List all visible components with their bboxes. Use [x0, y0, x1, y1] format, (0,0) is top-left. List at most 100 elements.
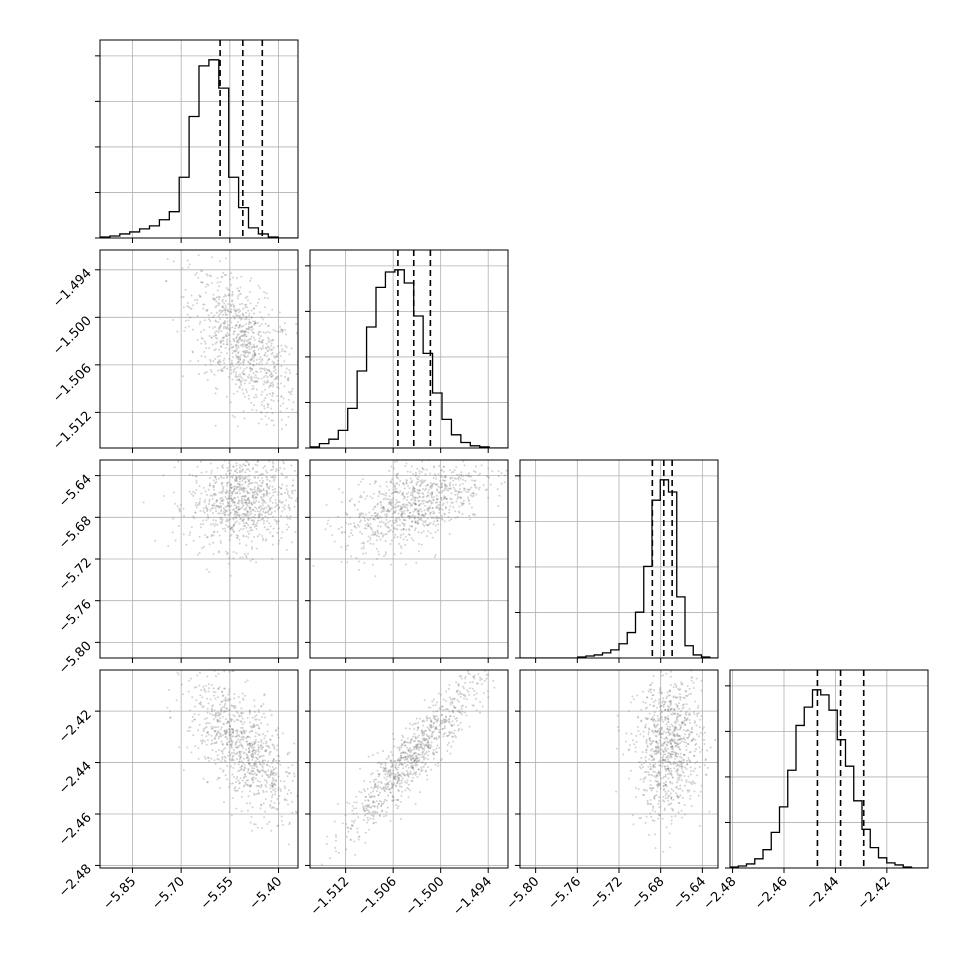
scatter-point [203, 727, 206, 730]
scatter-point [249, 488, 252, 491]
scatter-point [302, 790, 304, 792]
scatter-point [215, 499, 218, 502]
scatter-point [667, 777, 670, 780]
scatter-point [420, 531, 423, 534]
scatter-point [254, 715, 257, 718]
scatter-point [273, 518, 276, 521]
scatter-point [393, 510, 396, 513]
scatter-point [232, 465, 235, 468]
scatter-point [475, 709, 478, 712]
scatter-point [438, 511, 441, 514]
scatter-point [438, 707, 441, 710]
scatter-point [239, 375, 242, 378]
scatter-point [458, 475, 461, 478]
scatter-point [274, 490, 277, 493]
scatter-point [411, 761, 414, 764]
scatter-point [424, 729, 427, 732]
scatter-point [405, 769, 408, 772]
scatter-point [369, 483, 372, 486]
scatter-point [433, 466, 436, 469]
scatter-point [236, 746, 239, 749]
scatter-point [421, 733, 424, 736]
scatter-point [236, 734, 239, 737]
scatter-point [241, 312, 244, 315]
scatter-point [473, 693, 476, 696]
scatter-point [254, 353, 257, 356]
scatter-point [268, 392, 271, 395]
scatter-point [435, 515, 438, 518]
scatter-point [227, 504, 230, 507]
scatter-point [231, 527, 234, 530]
scatter-point [266, 393, 269, 396]
scatter-point [491, 662, 493, 664]
scatter-point [240, 768, 243, 771]
scatter-point [395, 474, 398, 477]
scatter-point [215, 499, 218, 502]
scatter-point [264, 415, 267, 418]
scatter-point [649, 683, 652, 686]
scatter-point [387, 794, 390, 797]
y-tick-label: −1.494 [50, 266, 95, 311]
scatter-point [244, 296, 247, 299]
scatter-point [242, 350, 245, 353]
scatter-point [285, 424, 288, 427]
scatter-point [221, 694, 224, 697]
scatter-point [444, 479, 447, 482]
scatter-point [232, 730, 235, 733]
scatter-point [246, 679, 249, 682]
scatter-point [252, 519, 255, 522]
scatter-point [217, 331, 220, 334]
scatter-point [378, 802, 381, 805]
histogram-step [310, 269, 508, 448]
scatter-point [203, 511, 206, 514]
scatter-point [245, 514, 248, 517]
scatter-point [391, 478, 394, 481]
scatter-point [227, 469, 230, 472]
scatter-point [460, 474, 463, 477]
scatter-point [229, 363, 232, 366]
scatter-point [269, 803, 272, 806]
scatter-point [430, 456, 432, 458]
scatter-point [207, 314, 210, 317]
scatter-point [221, 300, 224, 303]
scatter-point [247, 464, 250, 467]
scatter-point [231, 476, 234, 479]
scatter-point [405, 756, 408, 759]
scatter-point [246, 756, 249, 759]
scatter-point [290, 390, 293, 393]
scatter-point [407, 775, 410, 778]
scatter-point [182, 296, 185, 299]
scatter-point [230, 744, 233, 747]
scatter-point [383, 767, 386, 770]
scatter-point [305, 842, 307, 844]
scatter-point [225, 286, 228, 289]
scatter-point [412, 735, 415, 738]
scatter-point [381, 510, 384, 513]
scatter-point [387, 783, 390, 786]
scatter-point [253, 743, 256, 746]
scatter-point [687, 743, 690, 746]
scatter-point [238, 477, 241, 480]
scatter-point [286, 492, 289, 495]
scatter-point [272, 346, 275, 349]
scatter-point [432, 722, 435, 725]
x-tick-label: −5.70 [149, 874, 188, 913]
scatter-point [256, 519, 259, 522]
scatter-point [181, 693, 184, 696]
scatter-point [223, 308, 226, 311]
scatter-point [227, 497, 230, 500]
scatter-point [268, 386, 271, 389]
scatter-point [276, 520, 279, 523]
scatter-point [227, 497, 230, 500]
scatter-point [487, 696, 490, 699]
scatter-point [654, 770, 657, 773]
scatter-point [253, 352, 256, 355]
scatter-point [336, 802, 339, 805]
scatter-point [415, 508, 418, 511]
scatter-point [220, 276, 223, 279]
scatter-point [441, 504, 444, 507]
scatter-point [268, 820, 271, 823]
scatter-point [238, 781, 241, 784]
scatter-point [246, 735, 249, 738]
scatter-point [251, 743, 254, 746]
